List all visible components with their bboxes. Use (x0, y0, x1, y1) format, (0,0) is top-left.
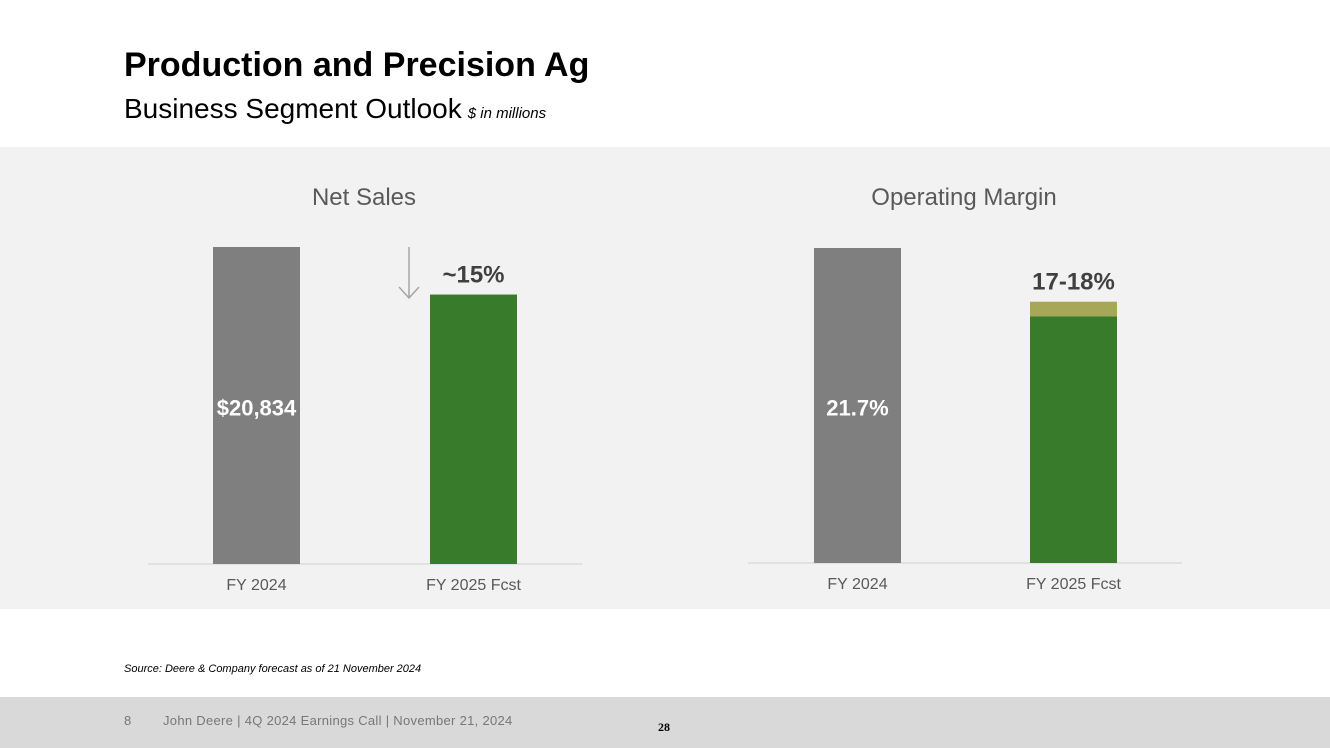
footer: 8 John Deere | 4Q 2024 Earnings Call | N… (0, 697, 1330, 748)
page-number: 28 (658, 720, 670, 734)
down-arrow-head-icon (398, 286, 420, 300)
bar-fy-2025-fcst (1030, 316, 1117, 563)
chart-title: Operating Margin (871, 184, 1056, 211)
charts-svg: Net Sales FY 2024 $20,834 FY 2025 Fcst ~15% O… (148, 184, 1182, 594)
x-tick-label: FY 2025 Fcst (1026, 576, 1121, 593)
bar-fy-2025-fcst (430, 294, 517, 564)
source-note: Source: Deere & Company forecast as of 2… (124, 663, 422, 675)
data-label: 17-18% (1032, 269, 1115, 296)
bar-fy-2024 (814, 248, 901, 563)
charts-panel: Net Sales FY 2024 $20,834 FY 2025 Fcst ~15% O… (0, 147, 1330, 609)
slide-number: 8 (124, 713, 132, 728)
x-tick-label: FY 2024 (226, 577, 286, 594)
subtitle-text: Business Segment Outlook (124, 93, 462, 124)
data-label: 21.7% (826, 396, 888, 421)
x-tick-label: FY 2024 (827, 576, 887, 593)
data-label: $20,834 (217, 396, 297, 421)
data-label: ~15% (442, 262, 504, 289)
x-tick-label: FY 2025 Fcst (426, 577, 521, 594)
page-subtitle: Business Segment Outlook $ in millions (124, 93, 546, 125)
chart-title: Net Sales (312, 184, 416, 211)
footer-text: John Deere | 4Q 2024 Earnings Call | Nov… (163, 713, 513, 728)
range-band (1030, 301, 1117, 317)
page-title: Production and Precision Ag (124, 46, 590, 84)
bar-fy-2024 (213, 247, 300, 564)
unit-note: $ in millions (467, 105, 547, 122)
